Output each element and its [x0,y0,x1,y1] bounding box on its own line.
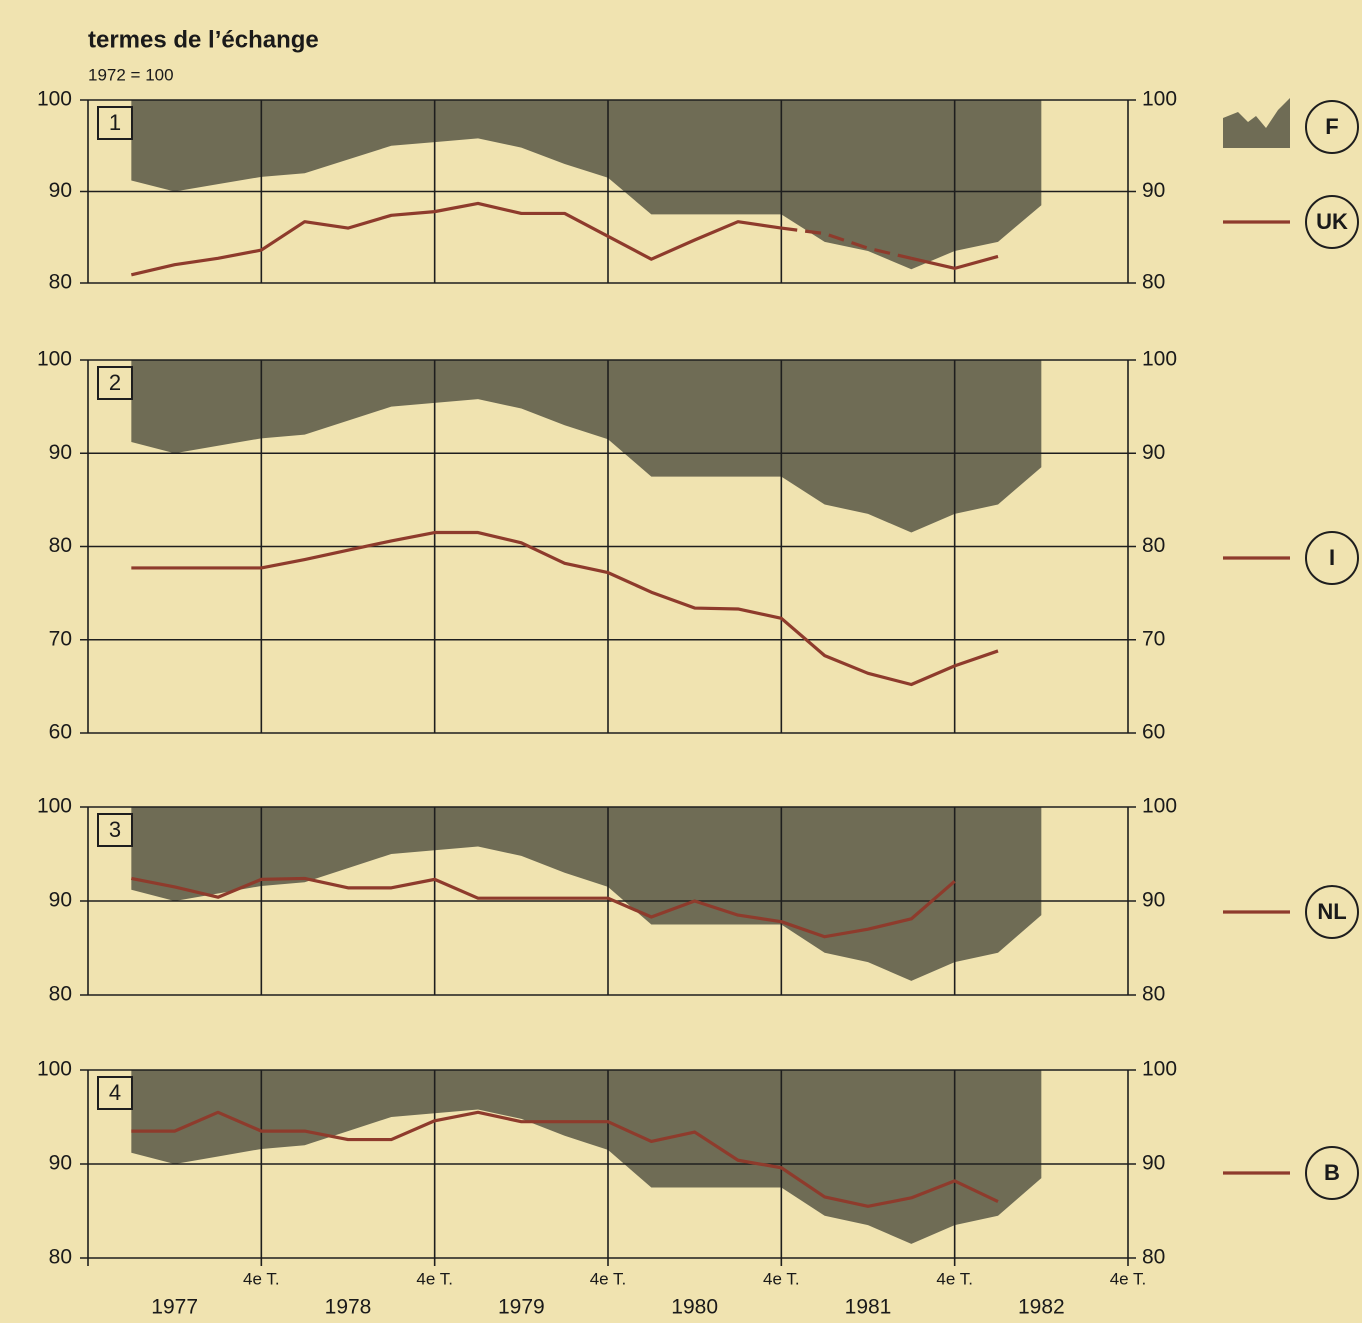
area [131,807,1042,981]
line [910,254,999,270]
y-tick-label-right: 80 [1142,1246,1165,1269]
legend-swatch [1223,98,1290,148]
line [131,1110,999,1208]
y-tick-label-right: 100 [1142,348,1177,371]
year-label: 1979 [498,1296,545,1319]
y-tick-label: 100 [37,348,72,371]
panel-label: 3 [109,817,121,842]
y-tick-label: 90 [49,441,72,464]
y-tick-label: 100 [37,88,72,111]
x-tick-label: 4e T. [243,1269,280,1288]
year-label: 1980 [671,1296,718,1319]
area [131,360,1042,533]
y-tick-label: 90 [49,889,72,912]
chart-subtitle: 1972 = 100 [88,65,174,84]
y-tick-label-right: 70 [1142,627,1165,650]
line [131,876,956,939]
area [131,1070,1042,1244]
y-tick-label-right: 100 [1142,1058,1177,1081]
panel-label: 2 [109,370,121,395]
y-tick-label-right: 90 [1142,179,1165,202]
legend-circle [1305,1146,1359,1200]
legend-label: NL [1317,899,1346,924]
y-tick-label: 90 [49,179,72,202]
legend-circle [1305,195,1359,249]
panel-box [97,813,133,847]
y-tick-label: 100 [37,1058,72,1081]
y-tick-label-right: 80 [1142,271,1165,294]
y-tick-label-right: 100 [1142,795,1177,818]
line [131,530,999,687]
y-tick-label: 100 [37,795,72,818]
x-tick-label: 4e T. [1110,1269,1147,1288]
x-tick-label: 4e T. [416,1269,453,1288]
x-tick-label: 4e T. [763,1269,800,1288]
line [781,226,912,260]
year-label: 1982 [1018,1296,1065,1319]
legend-label: F [1325,114,1338,139]
legend-circle [1305,531,1359,585]
y-tick-label: 80 [49,983,72,1006]
legend-circle [1305,885,1359,939]
y-tick-label-right: 100 [1142,88,1177,111]
line [130,201,782,277]
x-tick-label: 4e T. [936,1269,973,1288]
y-tick-label: 80 [49,271,72,294]
panel-label: 4 [109,1080,121,1105]
y-tick-label-right: 80 [1142,983,1165,1006]
y-tick-label: 90 [49,1152,72,1175]
panel-box [97,1076,133,1110]
panel-box [97,366,133,400]
y-tick-label: 70 [49,627,72,650]
y-tick-label: 80 [49,534,72,557]
area [131,100,1042,270]
legend-label: I [1329,545,1335,570]
y-tick-label-right: 90 [1142,1152,1165,1175]
chart-title: termes de l’échange [88,26,319,53]
y-tick-label-right: 90 [1142,889,1165,912]
year-label: 1978 [325,1296,372,1319]
legend-label: B [1324,1160,1340,1185]
y-tick-label: 80 [49,1246,72,1269]
panel-label: 1 [109,110,121,135]
panel-box [97,106,133,140]
y-tick-label: 60 [49,721,72,744]
legend-label: UK [1316,209,1348,234]
x-tick-label: 4e T. [590,1269,627,1288]
year-label: 1981 [845,1296,892,1319]
year-label: 1977 [151,1296,198,1319]
legend-circle [1305,100,1359,154]
y-tick-label-right: 90 [1142,441,1165,464]
y-tick-label-right: 80 [1142,534,1165,557]
y-tick-label-right: 60 [1142,721,1165,744]
